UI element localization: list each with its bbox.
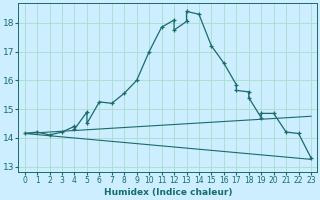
X-axis label: Humidex (Indice chaleur): Humidex (Indice chaleur) — [104, 188, 232, 197]
